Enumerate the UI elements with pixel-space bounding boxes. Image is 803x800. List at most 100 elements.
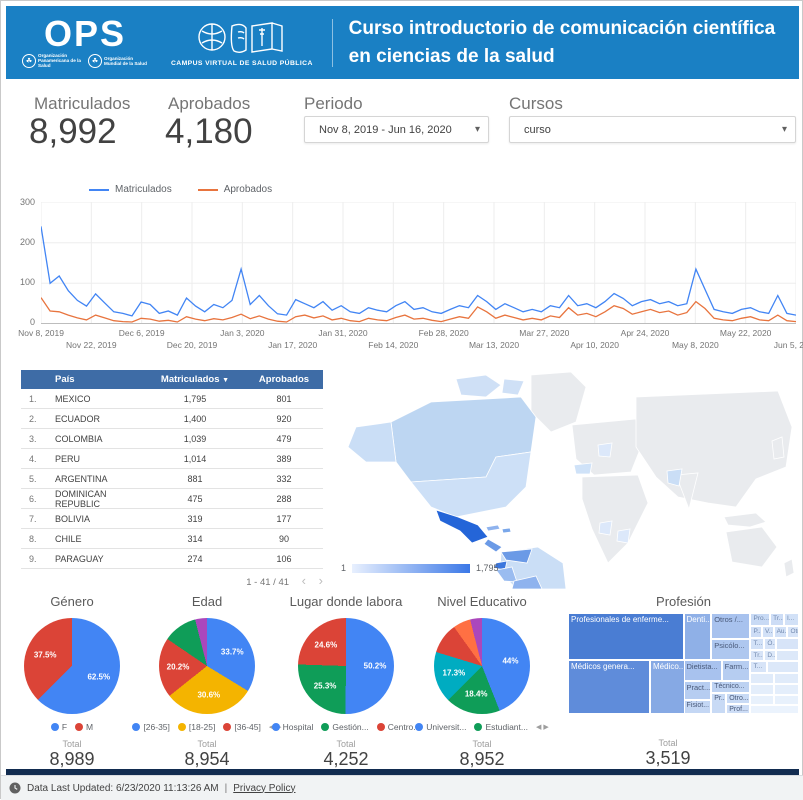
country-table-header[interactable]: País Matriculados ▼ Aprobados <box>21 370 323 389</box>
treemap-cell-small[interactable] <box>773 683 799 695</box>
treemap-cell-small[interactable] <box>750 683 774 695</box>
profesion-treemap[interactable]: Profesionales de enferme... Médicos gener… <box>568 613 799 714</box>
treemap-cell[interactable]: Tr... <box>750 650 765 662</box>
report-bottom-bar <box>6 769 799 775</box>
col-aprobados[interactable]: Aprobados <box>258 374 310 385</box>
table-row[interactable]: 2. ECUADOR 1,400 920 <box>21 409 323 429</box>
treemap-cell[interactable]: Técnico... <box>711 680 751 693</box>
table-row[interactable]: 7. BOLIVIA 319 177 <box>21 509 323 529</box>
legend-page-arrows-icon[interactable]: ◀ ▶ <box>535 724 549 731</box>
treemap-cell[interactable]: V... <box>762 626 774 639</box>
treemap-cell[interactable]: Ó... <box>764 638 776 651</box>
cursos-label: Cursos <box>509 94 563 113</box>
pie-slice-label: 25.3% <box>313 681 337 691</box>
pie-legend-item: M <box>75 722 93 732</box>
treemap-cell[interactable]: Tr... <box>770 613 784 627</box>
pie-title: Género <box>50 594 94 609</box>
pie-slice-label: 17.3% <box>442 668 466 678</box>
pie-slice-label: 62.5% <box>87 672 111 682</box>
lugar-pie[interactable]: 50.2% 25.3% 24.6% <box>298 618 394 714</box>
pie-legend-item: Universit... <box>415 722 466 732</box>
y-tick-300: 300 <box>19 197 35 207</box>
table-row[interactable]: 1. MEXICO 1,795 801 <box>21 389 323 409</box>
treemap-total: Total 3,519 <box>645 738 691 768</box>
treemap-cell[interactable]: Profesionales de enferme... <box>568 613 684 661</box>
x-tick-label: Jan 3, 2020 <box>220 328 265 338</box>
pie-title: Nivel Educativo <box>437 594 527 609</box>
edad-pie[interactable]: 33.7% 30.6% 20.2% <box>159 618 255 714</box>
line-swatch-icon <box>89 188 109 191</box>
chevron-down-icon: ▾ <box>474 124 480 135</box>
timeseries-legend: Matriculados Aprobados <box>89 184 272 195</box>
legend-item-aprobados[interactable]: Aprobados <box>197 184 272 195</box>
matriculados-value: 8,992 <box>29 112 117 151</box>
treemap-cell[interactable]: Pract... <box>683 680 712 700</box>
treemap-cell[interactable]: Au... <box>773 626 788 639</box>
treemap-cell[interactable]: I... <box>783 613 799 627</box>
treemap-cell[interactable]: Médicos genera... <box>568 660 650 714</box>
treemap-cell[interactable]: Otro... <box>726 692 751 704</box>
genero-pie[interactable]: 62.5% 37.5% <box>24 618 120 714</box>
treemap-cell[interactable]: Dietista... <box>683 660 722 681</box>
table-row[interactable]: 5. ARGENTINA 881 332 <box>21 469 323 489</box>
genero-total: 8,989 <box>49 749 95 769</box>
pie-block-edad: Edad 33.7% 30.6% 20.2% [26-35] [18-25] [36-4… <box>132 594 282 770</box>
y-tick-200: 200 <box>19 237 35 247</box>
col-pais[interactable]: País <box>55 374 75 385</box>
x-tick-label: Nov 22, 2019 <box>66 340 117 350</box>
treemap-cell[interactable]: Pro... <box>750 613 771 627</box>
x-tick-label: Feb 14, 2020 <box>368 340 419 350</box>
pie-legend-item: [18-25] <box>177 722 215 732</box>
treemap-cell[interactable]: Farm... <box>721 660 751 681</box>
pie-legend-item: Centro... <box>376 722 420 732</box>
treemap-cell[interactable]: Pr... <box>711 692 727 714</box>
periodo-dropdown[interactable]: Nov 8, 2019 - Jun 16, 2020 ▾ <box>304 116 489 143</box>
map-gradient <box>352 563 471 573</box>
table-row[interactable]: 6. DOMINICAN REPUBLIC 475 288 <box>21 489 323 509</box>
treemap-cell[interactable]: Prof... <box>726 703 751 714</box>
privacy-policy-link[interactable]: Privacy Policy <box>233 782 296 794</box>
x-tick-label: Feb 28, 2020 <box>418 328 469 338</box>
pie-slice-label: 50.2% <box>363 661 387 671</box>
table-row[interactable]: 4. PERU 1,014 389 <box>21 449 323 469</box>
treemap-cell[interactable]: T... <box>750 661 767 673</box>
legend-item-matriculados[interactable]: Matriculados <box>89 184 172 195</box>
treemap-cell[interactable]: D... <box>764 650 776 662</box>
campus-virtual-logo: CAMPUS VIRTUAL DE SALUD PÚBLICA <box>170 18 314 67</box>
pie-title: Lugar donde labora <box>289 594 403 609</box>
treemap-cell-small[interactable] <box>750 672 774 684</box>
line-swatch-icon <box>197 188 218 191</box>
treemap-cell-small[interactable] <box>773 694 799 705</box>
nivel-pie[interactable]: 44% 18.4% 17.3% <box>434 618 530 714</box>
treemap-cell[interactable]: Denti... <box>683 613 712 661</box>
world-map[interactable] <box>336 367 799 589</box>
treemap-cell-small[interactable] <box>773 672 799 684</box>
treemap-cell-small[interactable] <box>766 661 799 673</box>
table-row[interactable]: 9. PARAGUAY 274 106 <box>21 549 323 569</box>
pie-slice-label: 30.6% <box>197 690 221 700</box>
page-prev-icon[interactable]: ‹ <box>301 573 307 588</box>
table-row[interactable]: 3. COLOMBIA 1,039 479 <box>21 429 323 449</box>
x-tick-label: Jan 17, 2020 <box>268 340 318 350</box>
x-tick-label: Apr 10, 2020 <box>570 340 619 350</box>
treemap-cell-small[interactable] <box>775 638 799 651</box>
treemap-cell[interactable]: P... <box>750 626 763 639</box>
treemap-cell-small[interactable] <box>775 650 799 662</box>
treemap-cell-small[interactable] <box>750 694 774 705</box>
table-row[interactable]: 8. CHILE 314 90 <box>21 529 323 549</box>
x-tick-label: May 22, 2020 <box>719 328 772 338</box>
col-matriculados[interactable]: Matriculados ▼ <box>160 374 230 385</box>
treemap-cell[interactable]: Otros /... <box>711 613 751 640</box>
treemap-cell[interactable]: Psicólo... <box>711 639 751 661</box>
treemap-cell[interactable]: T... <box>750 638 765 651</box>
pie-slice-label: 33.7% <box>220 647 244 657</box>
treemap-cell[interactable]: Médico... <box>650 660 687 714</box>
timeseries-plot[interactable] <box>41 202 796 324</box>
treemap-cell[interactable]: Otr... <box>787 626 799 639</box>
page-next-icon[interactable]: › <box>318 573 323 588</box>
treemap-cell-small[interactable] <box>750 704 799 714</box>
cursos-dropdown[interactable]: curso ▾ <box>509 116 796 143</box>
treemap-cell[interactable]: Fisiot... <box>683 699 712 714</box>
